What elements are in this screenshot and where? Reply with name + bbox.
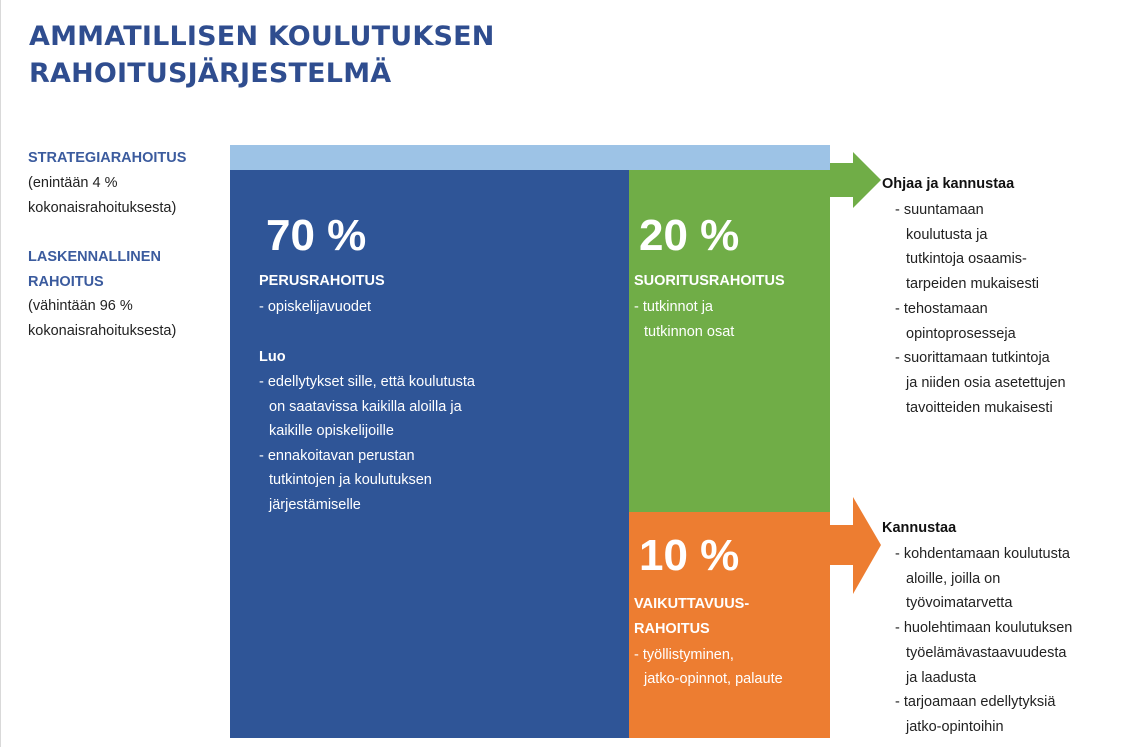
block-heading: SUORITUSRAHOITUS [634, 273, 785, 289]
percent: 20 % [639, 211, 740, 260]
left-text: kokonaisrahoituksesta) [28, 322, 177, 339]
effect-text: työvoimatarvetta [906, 595, 1013, 612]
effect-text: - tarjoamaan edellytyksiä [895, 694, 1056, 711]
orange-arrow [830, 497, 881, 594]
block-text: - työllistyminen, [634, 646, 734, 663]
left-text: (enintään 4 % [28, 174, 118, 191]
effect-text: tutkintoja osaamis- [906, 251, 1027, 268]
left-text: kokonaisrahoituksesta) [28, 199, 177, 216]
effect-text: opintoprosesseja [906, 325, 1016, 342]
effect-heading: Kannustaa [882, 520, 957, 536]
impact-block [629, 512, 830, 738]
effect-text: jatko-opintoihin [906, 718, 1004, 735]
effect-text: - suorittamaan tutkintoja [895, 350, 1050, 367]
left-text: (vähintään 96 % [28, 298, 133, 314]
block-text: kaikille opiskelijoille [269, 423, 394, 439]
block-text: järjestämiselle [269, 496, 361, 513]
percent: 10 % [639, 531, 740, 580]
green-arrow [830, 152, 881, 208]
block-subheading: Luo [259, 349, 286, 365]
left-heading: STRATEGIARAHOITUS [28, 150, 187, 166]
effect-text: ja niiden osia asetettujen [906, 374, 1066, 391]
block-text: tutkinnon osat [644, 323, 735, 340]
percent: 70 % [266, 211, 367, 260]
effect-text: työelämävastaavuudesta [906, 644, 1067, 661]
left-heading: RAHOITUS [28, 273, 104, 290]
effect-heading: Ohjaa ja kannustaa [882, 176, 1015, 192]
left-heading: LASKENNALLINEN [28, 249, 161, 265]
completion-block [629, 170, 830, 512]
effect-text: tavoitteiden mukaisesti [906, 399, 1053, 416]
block-text: jatko-opinnot, palaute [644, 671, 783, 687]
block-text: - tutkinnot ja [634, 299, 713, 315]
effect-text: - huolehtimaan koulutuksen [895, 620, 1073, 637]
block-heading: VAIKUTTAVUUS- [634, 596, 750, 612]
block-text: tutkintojen ja koulutuksen [269, 472, 432, 488]
effect-text: koulutusta ja [906, 226, 988, 243]
effect-text: - tehostamaan [895, 300, 988, 317]
strategy-bar [230, 145, 830, 170]
title-line: RAHOITUSJÄRJESTELMÄ [29, 58, 392, 89]
effect-text: ja laadusta [906, 669, 977, 686]
effect-text: - kohdentamaan koulutusta [895, 546, 1070, 562]
effect-text: aloille, joilla on [906, 570, 1001, 587]
block-heading: RAHOITUS [634, 620, 710, 637]
arrows [830, 152, 881, 594]
block-text: on saatavissa kaikilla aloilla ja [269, 398, 462, 415]
effect-text: - suuntamaan [895, 202, 984, 218]
effect-text: tarpeiden mukaisesti [906, 276, 1039, 293]
base-block [230, 170, 629, 738]
title-line: AMMATILLISEN KOULUTUKSEN [29, 21, 495, 52]
block-text: - opiskelijavuodet [259, 299, 372, 315]
block-text: - edellytykset sille, että koulutusta [259, 374, 475, 390]
block-text: - ennakoitavan perustan [259, 447, 415, 464]
block-heading: PERUSRAHOITUS [259, 273, 385, 289]
